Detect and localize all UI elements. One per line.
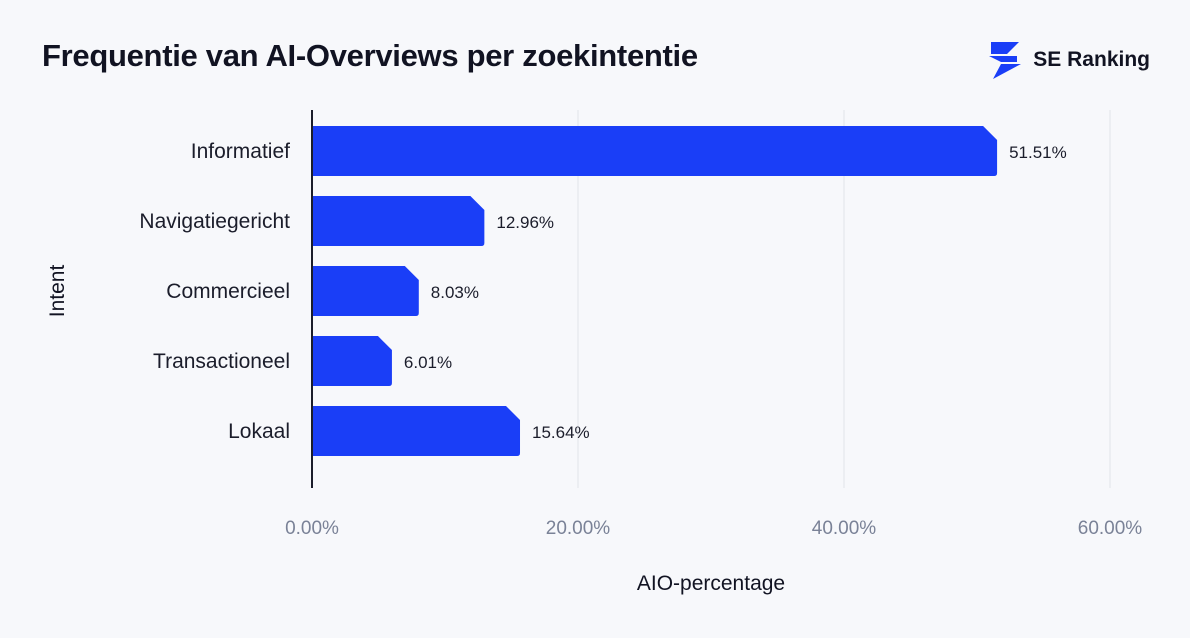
value-label: 15.64%: [532, 423, 590, 442]
bar: [313, 196, 485, 246]
category-label: Commercieel: [166, 280, 290, 303]
bar: [313, 336, 392, 386]
x-tick-label: 20.00%: [546, 518, 611, 539]
brand-name: SE Ranking: [1033, 48, 1150, 71]
brand-logo: SE Ranking: [987, 40, 1150, 80]
category-labels: Informatief Navigatiegericht Commercieel Tr…: [139, 140, 290, 443]
category-label: Transactioneel: [153, 350, 290, 373]
x-axis-title: AIO-percentage: [637, 572, 785, 595]
bar: [313, 266, 419, 316]
y-axis-title: Intent: [46, 265, 69, 318]
category-label: Lokaal: [228, 420, 290, 443]
se-ranking-logo-icon: [989, 42, 1022, 79]
value-labels: 51.51% 12.96% 8.03% 6.01% 15.64%: [404, 143, 1067, 442]
x-tick-labels: 0.00% 20.00% 40.00% 60.00%: [285, 518, 1142, 539]
category-label: Navigatiegericht: [139, 210, 290, 233]
bar: [313, 406, 521, 456]
x-tick-label: 60.00%: [1078, 518, 1143, 539]
bar: [313, 126, 998, 176]
chart-title: Frequentie van AI-Overviews per zoekinte…: [42, 38, 698, 73]
category-label: Informatief: [191, 140, 290, 163]
x-tick-label: 0.00%: [285, 518, 339, 539]
value-label: 8.03%: [431, 283, 479, 302]
bars: [313, 126, 998, 456]
value-label: 12.96%: [496, 213, 554, 232]
value-label: 51.51%: [1009, 143, 1067, 162]
value-label: 6.01%: [404, 353, 452, 372]
x-tick-label: 40.00%: [812, 518, 877, 539]
